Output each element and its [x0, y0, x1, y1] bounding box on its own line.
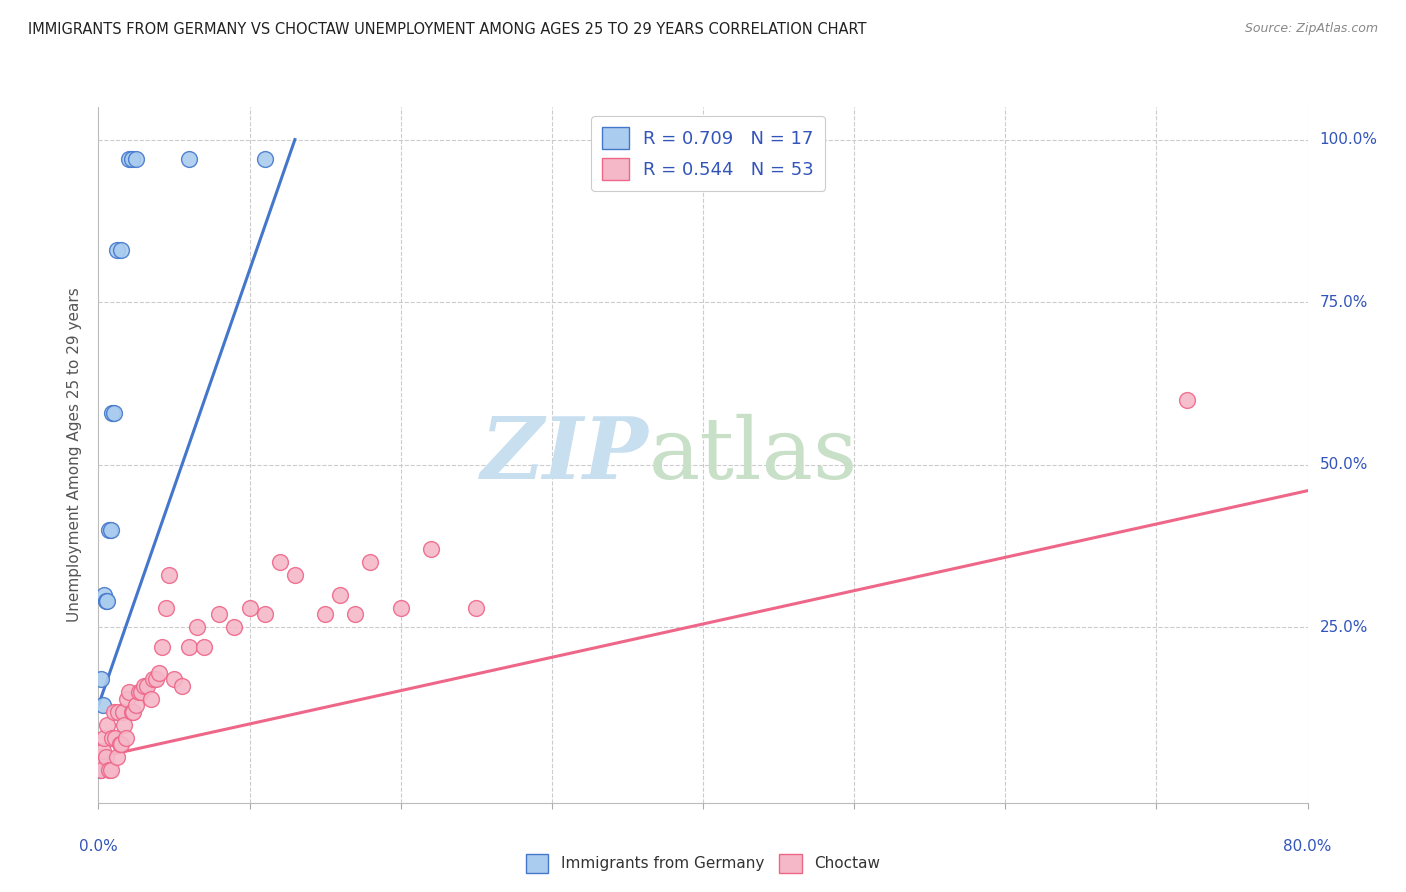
- Point: [1175, 392, 1198, 407]
- Point: [101, 406, 124, 420]
- Point: [186, 620, 208, 634]
- Point: [129, 685, 152, 699]
- Point: [145, 672, 167, 686]
- Point: [91, 744, 114, 758]
- Point: [107, 705, 129, 719]
- Point: [98, 523, 121, 537]
- Text: IMMIGRANTS FROM GERMANY VS CHOCTAW UNEMPLOYMENT AMONG AGES 25 TO 29 YEARS CORREL: IMMIGRANTS FROM GERMANY VS CHOCTAW UNEMP…: [28, 22, 866, 37]
- Point: [103, 705, 125, 719]
- Point: [177, 152, 201, 166]
- Point: [91, 698, 114, 713]
- Point: [128, 685, 150, 699]
- Point: [329, 588, 352, 602]
- Point: [284, 568, 307, 582]
- Point: [90, 672, 112, 686]
- Point: [239, 600, 262, 615]
- Point: [150, 640, 173, 654]
- Point: [90, 764, 112, 778]
- Point: [419, 542, 441, 557]
- Point: [118, 685, 141, 699]
- Text: 80.0%: 80.0%: [1284, 838, 1331, 854]
- Text: 25.0%: 25.0%: [1320, 620, 1368, 635]
- Point: [111, 705, 134, 719]
- Point: [170, 679, 193, 693]
- Point: [96, 718, 118, 732]
- Point: [177, 640, 201, 654]
- Text: ZIP: ZIP: [481, 413, 648, 497]
- Point: [121, 152, 143, 166]
- Text: 100.0%: 100.0%: [1320, 132, 1378, 147]
- Point: [314, 607, 336, 622]
- Point: [125, 152, 148, 166]
- Point: [122, 705, 145, 719]
- Point: [132, 679, 155, 693]
- Point: [101, 731, 124, 745]
- Point: [103, 406, 125, 420]
- Point: [224, 620, 246, 634]
- Point: [344, 607, 367, 622]
- Point: [142, 672, 165, 686]
- Point: [155, 600, 177, 615]
- Point: [93, 588, 115, 602]
- Point: [108, 737, 131, 751]
- Point: [104, 731, 127, 745]
- Text: 75.0%: 75.0%: [1320, 294, 1368, 310]
- Point: [253, 607, 276, 622]
- Point: [389, 600, 412, 615]
- Text: Source: ZipAtlas.com: Source: ZipAtlas.com: [1244, 22, 1378, 36]
- Point: [100, 764, 122, 778]
- Point: [89, 764, 111, 778]
- Point: [110, 737, 132, 751]
- Point: [253, 152, 276, 166]
- Point: [112, 718, 135, 732]
- Point: [94, 594, 117, 608]
- Point: [148, 665, 170, 680]
- Legend: Immigrants from Germany, Choctaw: Immigrants from Germany, Choctaw: [519, 847, 887, 879]
- Point: [360, 555, 382, 569]
- Point: [89, 750, 111, 764]
- Text: atlas: atlas: [648, 413, 858, 497]
- Point: [110, 243, 132, 257]
- Text: 0.0%: 0.0%: [79, 838, 118, 854]
- Point: [115, 691, 138, 706]
- Point: [125, 698, 148, 713]
- Point: [141, 691, 163, 706]
- Point: [100, 523, 122, 537]
- Point: [159, 568, 181, 582]
- Point: [105, 750, 128, 764]
- Point: [105, 243, 128, 257]
- Point: [93, 731, 115, 745]
- Point: [98, 764, 121, 778]
- Point: [96, 594, 118, 608]
- Point: [94, 750, 117, 764]
- Point: [465, 600, 488, 615]
- Point: [118, 152, 141, 166]
- Point: [135, 679, 157, 693]
- Text: 50.0%: 50.0%: [1320, 458, 1368, 472]
- Point: [121, 705, 143, 719]
- Y-axis label: Unemployment Among Ages 25 to 29 years: Unemployment Among Ages 25 to 29 years: [67, 287, 83, 623]
- Point: [269, 555, 291, 569]
- Point: [163, 672, 186, 686]
- Point: [114, 731, 136, 745]
- Point: [193, 640, 215, 654]
- Point: [208, 607, 231, 622]
